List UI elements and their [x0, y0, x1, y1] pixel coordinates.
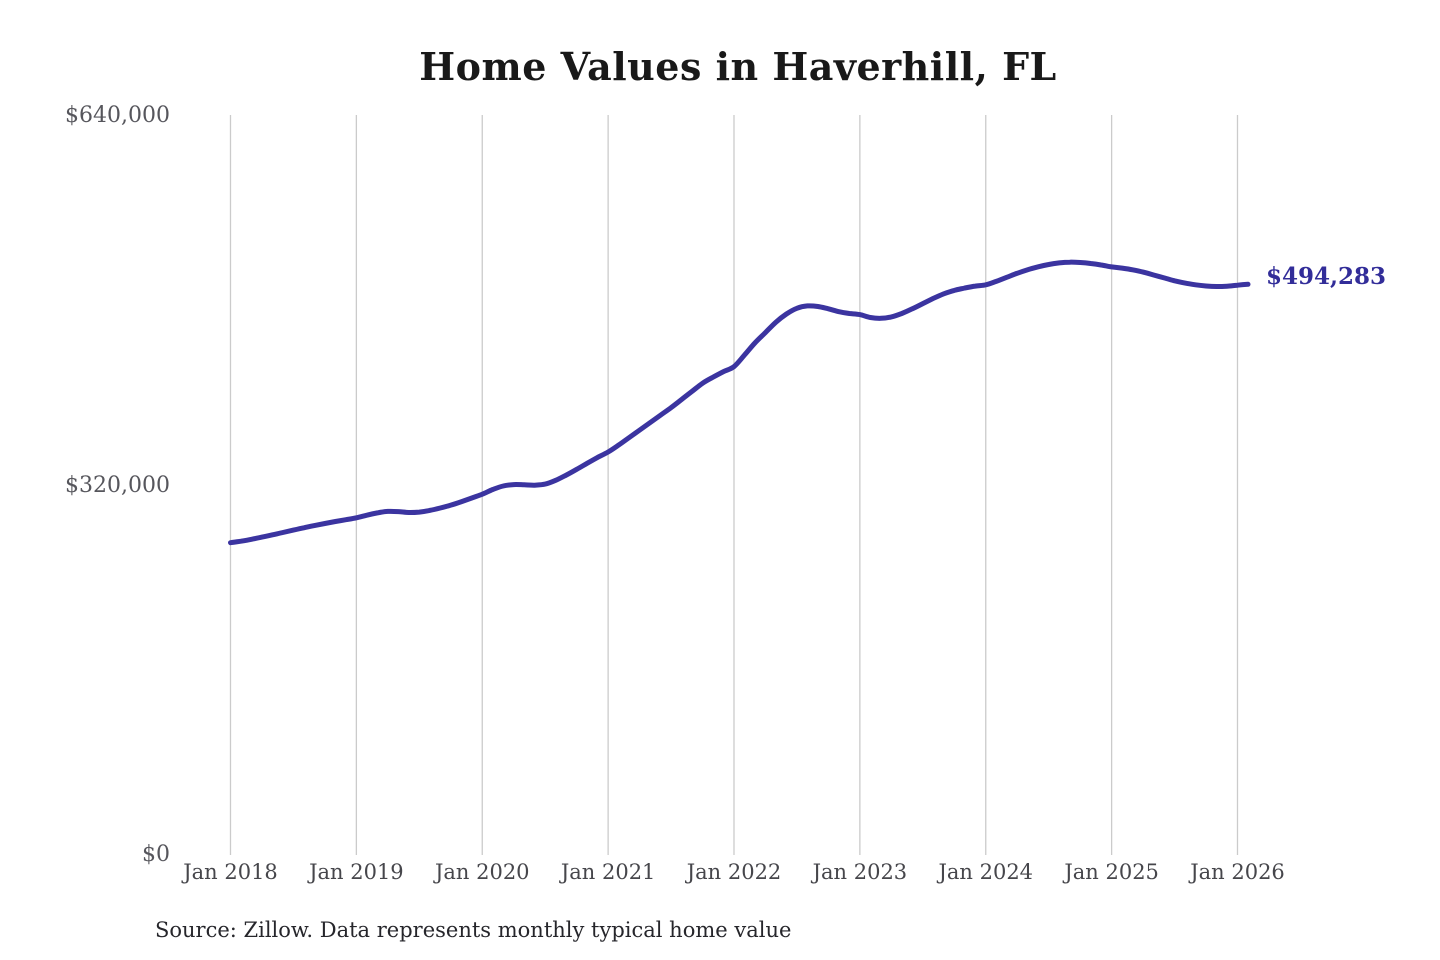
x-tick-label: Jan 2025	[1064, 860, 1159, 884]
x-tick-label: Jan 2020	[434, 860, 530, 884]
x-tick-label: Jan 2019	[309, 860, 404, 884]
x-tick-label: Jan 2023	[812, 860, 908, 884]
y-tick-label: $640,000	[65, 103, 170, 128]
x-tick-label: Jan 2018	[183, 860, 278, 884]
x-tick-label: Jan 2022	[686, 860, 782, 884]
source-note: Source: Zillow. Data represents monthly …	[155, 918, 792, 942]
chart-title: Home Values in Haverhill, FL	[419, 44, 1057, 89]
x-tick-label: Jan 2021	[560, 860, 656, 884]
latest-value-label: $494,283	[1265, 263, 1387, 291]
home-value-line	[228, 259, 1251, 546]
y-tick-label: $320,000	[65, 472, 170, 498]
x-tick-label: Jan 2024	[938, 860, 1034, 884]
y-tick-label: $0	[142, 842, 170, 867]
x-tick-label: Jan 2026	[1190, 860, 1285, 884]
